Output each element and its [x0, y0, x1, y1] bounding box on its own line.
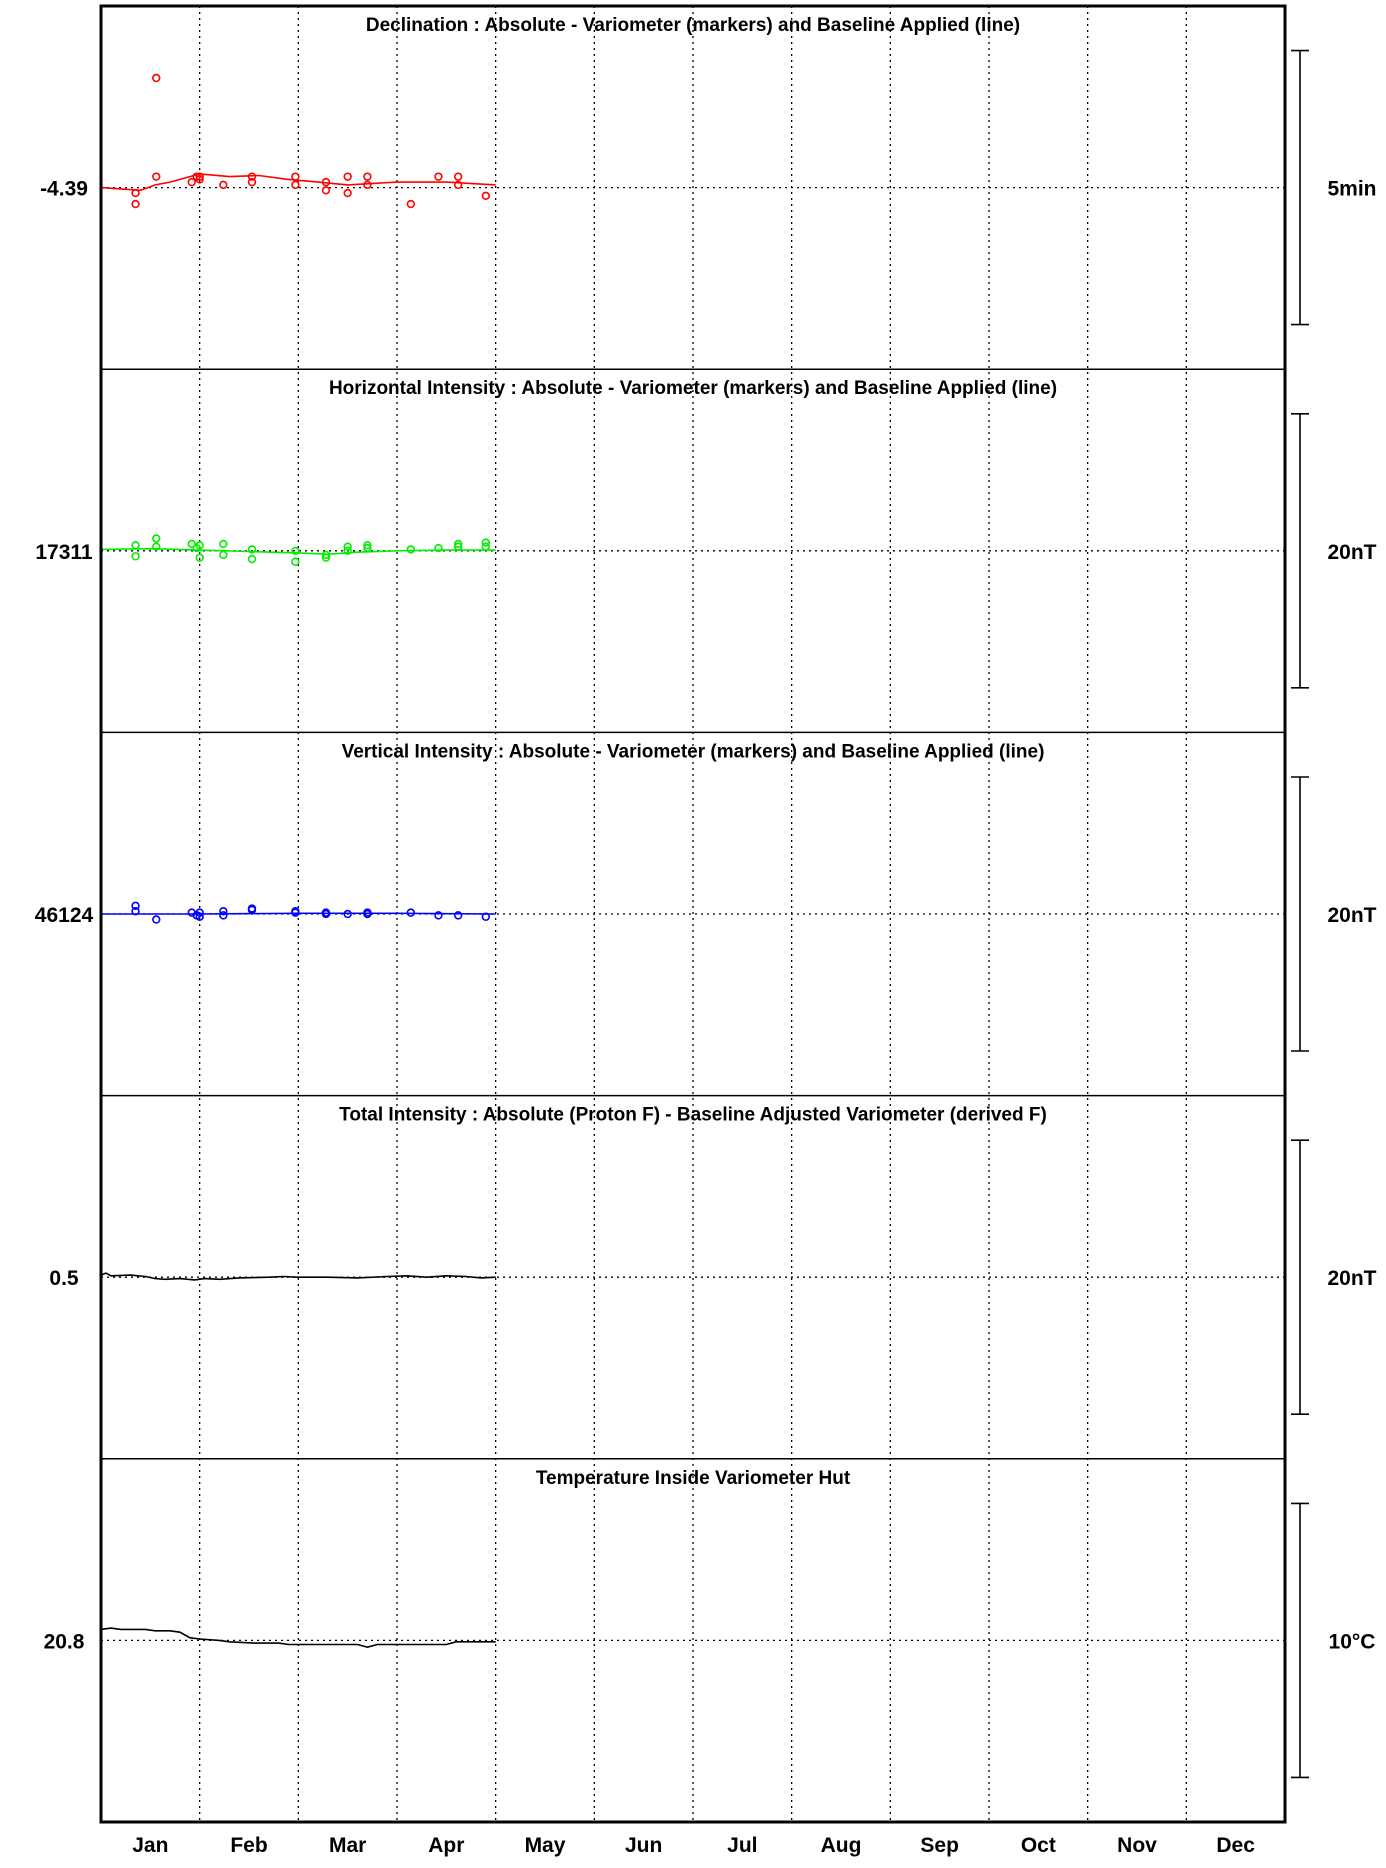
data-marker: [219, 539, 228, 549]
data-marker: [406, 199, 416, 209]
data-marker: [481, 542, 490, 551]
x-tick-label: Aug: [821, 1834, 862, 1857]
data-marker: [481, 191, 490, 201]
data-marker: [195, 908, 204, 917]
x-tick-label: Nov: [1117, 1834, 1157, 1857]
data-marker: [195, 553, 204, 562]
x-tick-label: Dec: [1216, 1834, 1255, 1857]
data-marker: [131, 552, 140, 561]
data-marker: [131, 901, 140, 910]
data-marker: [219, 911, 228, 920]
data-marker: [434, 172, 443, 181]
data-marker: [363, 543, 372, 553]
y-center-label: 20.8: [44, 1630, 85, 1653]
data-marker: [247, 545, 257, 554]
series-line: [100, 547, 496, 556]
data-marker: [434, 543, 443, 553]
y-center-label: 0.5: [49, 1267, 79, 1290]
data-marker: [406, 545, 416, 554]
data-marker: [406, 908, 416, 917]
panel-title: Vertical Intensity : Absolute - Variomet…: [342, 741, 1045, 762]
x-tick-label: Oct: [1021, 1834, 1056, 1857]
y-center-label: 46124: [35, 904, 94, 927]
data-marker: [247, 177, 257, 187]
data-marker: [321, 177, 331, 187]
data-marker: [453, 542, 463, 551]
y-center-label: 17311: [35, 541, 93, 564]
x-tick-label: May: [525, 1834, 566, 1857]
data-marker: [247, 904, 257, 913]
data-marker: [321, 909, 331, 919]
data-marker: [363, 172, 372, 181]
panel-title: Temperature Inside Variometer Hut: [536, 1468, 851, 1489]
panel-title: Horizontal Intensity : Absolute - Variom…: [329, 378, 1057, 399]
data-marker: [291, 557, 300, 566]
series-line: [100, 1627, 496, 1649]
data-marker: [152, 534, 161, 543]
panel-title: Declination : Absolute - Variometer (mar…: [366, 15, 1020, 36]
data-marker: [343, 172, 352, 181]
data-marker: [152, 542, 161, 551]
data-marker: [187, 177, 196, 187]
data-marker: [321, 550, 331, 560]
data-marker: [195, 912, 204, 921]
data-marker: [481, 538, 490, 547]
data-marker: [481, 912, 490, 921]
series-line: [100, 173, 496, 192]
data-marker: [219, 180, 228, 190]
x-tick-label: Mar: [329, 1834, 366, 1857]
data-marker: [219, 907, 228, 916]
data-marker: [195, 175, 204, 184]
data-marker: [291, 180, 300, 190]
plot-frame: [99, 4, 1287, 1824]
data-marker: [131, 188, 140, 198]
y-center-label: -4.39: [40, 178, 88, 201]
data-marker: [195, 172, 204, 181]
x-tick-label: Feb: [230, 1834, 267, 1857]
data-marker: [453, 539, 463, 549]
data-marker: [131, 199, 140, 209]
data-marker: [195, 541, 204, 550]
data-marker: [343, 188, 352, 198]
data-marker: [453, 180, 463, 190]
data-marker: [453, 172, 463, 181]
data-marker: [363, 541, 372, 550]
data-marker: [363, 908, 372, 917]
scale-label: 20nT: [1327, 904, 1376, 927]
x-tick-label: Jun: [625, 1834, 662, 1857]
data-marker: [291, 172, 300, 181]
scale-label: 20nT: [1327, 1267, 1376, 1290]
data-marker: [152, 172, 161, 181]
data-marker: [321, 186, 331, 195]
data-marker: [363, 180, 372, 190]
data-marker: [343, 542, 352, 551]
data-marker: [247, 172, 257, 181]
scale-label: 10°C: [1329, 1630, 1376, 1653]
data-marker: [187, 539, 196, 549]
data-marker: [152, 73, 161, 83]
data-marker: [131, 541, 140, 550]
panel-title: Total Intensity : Absolute (Proton F) - …: [339, 1105, 1047, 1126]
data-marker: [219, 550, 228, 560]
x-tick-label: Jul: [727, 1834, 757, 1857]
scale-label: 20nT: [1327, 541, 1376, 564]
x-tick-label: Apr: [428, 1834, 464, 1857]
x-tick-label: Sep: [920, 1834, 959, 1857]
data-marker: [291, 908, 300, 917]
scale-label: 5min: [1327, 178, 1376, 201]
series-line: [100, 1272, 496, 1281]
data-marker: [343, 909, 352, 919]
x-tick-label: Jan: [132, 1834, 168, 1857]
data-marker: [131, 907, 140, 916]
data-marker: [343, 546, 352, 555]
data-marker: [152, 915, 161, 924]
data-marker: [291, 546, 300, 555]
data-marker: [247, 554, 257, 564]
data-marker: [434, 911, 443, 920]
data-marker: [321, 553, 331, 562]
data-marker: [453, 911, 463, 920]
